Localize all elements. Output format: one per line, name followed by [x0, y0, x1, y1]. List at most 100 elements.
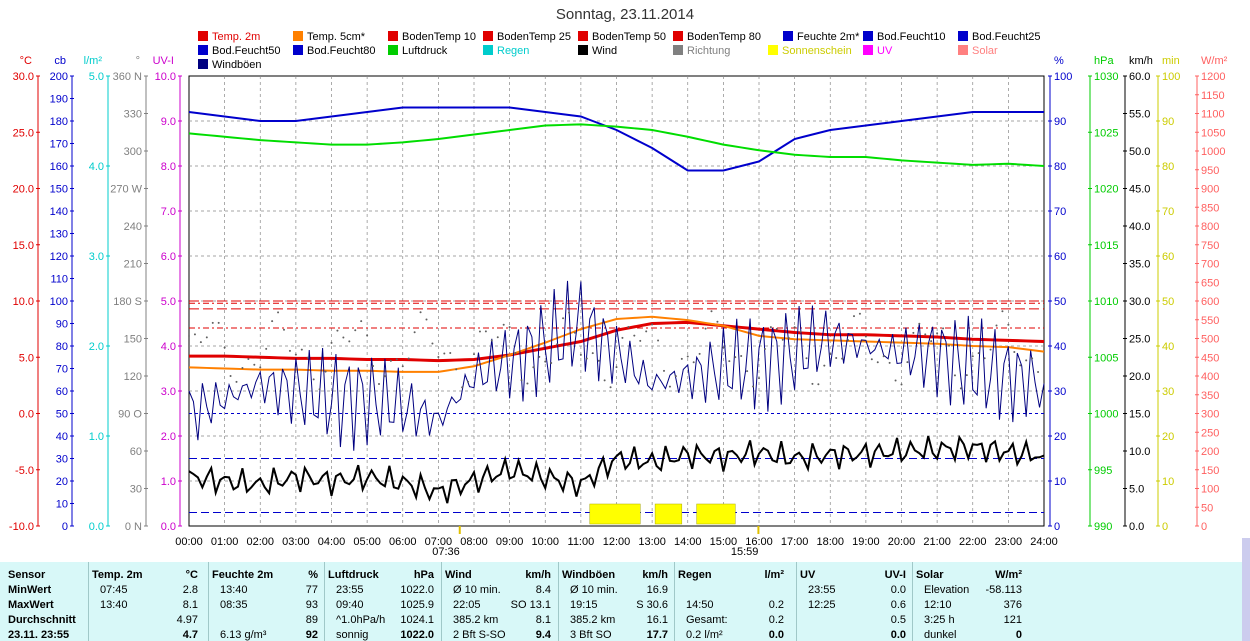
right-axis-tick: 1015 — [1094, 240, 1118, 252]
left-axis-tick: 0.0 — [89, 521, 104, 533]
right-axis-tick: 250 — [1201, 427, 1219, 439]
direction-dot — [663, 369, 665, 372]
row-label: Durchschnitt — [8, 614, 76, 626]
direction-dot — [490, 339, 493, 342]
table-cell-label: 09:40 — [336, 599, 364, 611]
legend-label: Bod.Feucht80 — [307, 45, 376, 57]
direction-dot — [437, 356, 440, 359]
direction-dot — [300, 348, 303, 351]
column-separator — [912, 562, 913, 641]
direction-dot — [235, 380, 238, 383]
legend-label: Windböen — [212, 59, 262, 71]
right-axis-tick: 35.0 — [1129, 259, 1150, 271]
table-cell-value: S 30.6 — [636, 599, 668, 611]
x-tick-label: 14:00 — [674, 536, 702, 548]
right-axis-tick: 0 — [1201, 521, 1207, 533]
right-axis-tick: 1000 — [1094, 409, 1118, 421]
direction-dot — [728, 360, 731, 363]
right-axis-tick: 995 — [1094, 465, 1112, 477]
right-axis-tick: 1150 — [1201, 90, 1225, 102]
right-axis-tick: 70 — [1054, 206, 1066, 218]
direction-dot — [894, 379, 897, 382]
right-axis-tick: 20 — [1162, 431, 1174, 443]
legend-swatch — [673, 45, 683, 55]
direction-dot — [520, 379, 523, 382]
x-tick-label: 01:00 — [211, 536, 239, 548]
direction-dot — [562, 317, 565, 320]
left-axis-tick: 3.0 — [89, 251, 104, 263]
table-cell-label: 3 Bft SO — [570, 629, 612, 641]
series-line — [188, 280, 1045, 451]
legend-label: Temp. 5cm* — [307, 31, 366, 43]
direction-dot — [544, 360, 547, 363]
right-axis-tick: 850 — [1201, 202, 1219, 214]
axis-unit-label: hPa — [1094, 55, 1114, 67]
direction-dot — [698, 352, 701, 355]
direction-dot — [817, 383, 820, 386]
legend-swatch — [198, 59, 208, 69]
right-axis-tick: 1200 — [1201, 71, 1225, 83]
left-axis-tick: 140 — [50, 206, 68, 218]
right-axis-tick: 50 — [1162, 296, 1174, 308]
left-axis-tick: 90 — [56, 319, 68, 331]
direction-dot — [271, 320, 274, 323]
legend-item: BodenTemp 80 — [673, 31, 761, 43]
direction-dot — [692, 361, 695, 364]
right-axis-tick: 40.0 — [1129, 221, 1150, 233]
x-tick-label: 13:00 — [638, 536, 666, 548]
x-tick-label: 15:00 — [710, 536, 738, 548]
table-cell-label: Ø 10 min. — [453, 584, 501, 596]
row-label: MaxWert — [8, 599, 54, 611]
column-header: Temp. 2m — [92, 569, 143, 581]
direction-dot — [241, 367, 244, 370]
weather-chart: 00:00 01:00 02:00 03:00 04:00 05:00 06:00 07:00… — [9, 55, 1228, 558]
right-axis-tick: 90 — [1162, 116, 1174, 128]
right-axis-tick: 900 — [1201, 184, 1219, 196]
legend-label: Luftdruck — [402, 45, 448, 57]
table-cell-label: 385.2 km — [453, 614, 499, 626]
left-axis-tick: 180 — [50, 116, 68, 128]
legend-label: Feuchte 2m* — [797, 31, 860, 43]
direction-dot — [383, 375, 386, 378]
legend-item: Feuchte 2m* — [783, 31, 859, 43]
right-axis-tick: 1025 — [1094, 127, 1118, 139]
right-axis-tick: 70 — [1162, 206, 1174, 218]
direction-dot — [591, 352, 594, 355]
direction-dot — [752, 385, 755, 388]
direction-dot — [259, 366, 262, 369]
left-axis-tick: 300 — [124, 146, 142, 158]
direction-dot — [930, 340, 933, 343]
x-tick-label: 22:00 — [959, 536, 987, 548]
sunrise-label: 07:36 — [432, 546, 460, 558]
legend-swatch — [578, 45, 588, 55]
direction-dot — [312, 378, 315, 381]
right-axis-tick: 60 — [1054, 251, 1066, 263]
direction-dot — [568, 311, 570, 314]
axis-unit-label: UV-I — [153, 55, 174, 67]
right-axis-tick: 0.0 — [1129, 521, 1144, 533]
left-axis-tick: 50 — [56, 409, 68, 421]
direction-dot — [413, 331, 416, 334]
right-axis-tick: 50 — [1054, 296, 1066, 308]
direction-dot — [953, 374, 956, 377]
right-axis-tick: 80 — [1054, 161, 1066, 173]
column-unit: UV-I — [884, 569, 906, 581]
legend-label: Temp. 2m — [212, 31, 261, 43]
direction-dot — [318, 388, 321, 391]
direction-dot — [443, 352, 446, 355]
table-cell-value: 0.0 — [768, 629, 784, 641]
direction-dot — [229, 374, 232, 377]
left-axis-tick: 90 O — [118, 409, 142, 421]
left-axis-tick: 0.0 — [19, 409, 34, 421]
left-axis-tick: 240 — [124, 221, 142, 233]
left-axis-tick: 120 — [124, 371, 142, 383]
direction-dot — [710, 310, 713, 313]
legend-swatch — [863, 45, 873, 55]
table-cell-value: 93 — [305, 599, 318, 611]
vertical-scrollbar[interactable] — [1242, 538, 1250, 641]
legend-label: Wind — [592, 45, 618, 57]
x-tick-label: 12:00 — [603, 536, 631, 548]
left-axis-tick: 5.0 — [161, 296, 176, 308]
left-axis-tick: 25.0 — [13, 127, 34, 139]
direction-dot — [366, 334, 369, 337]
